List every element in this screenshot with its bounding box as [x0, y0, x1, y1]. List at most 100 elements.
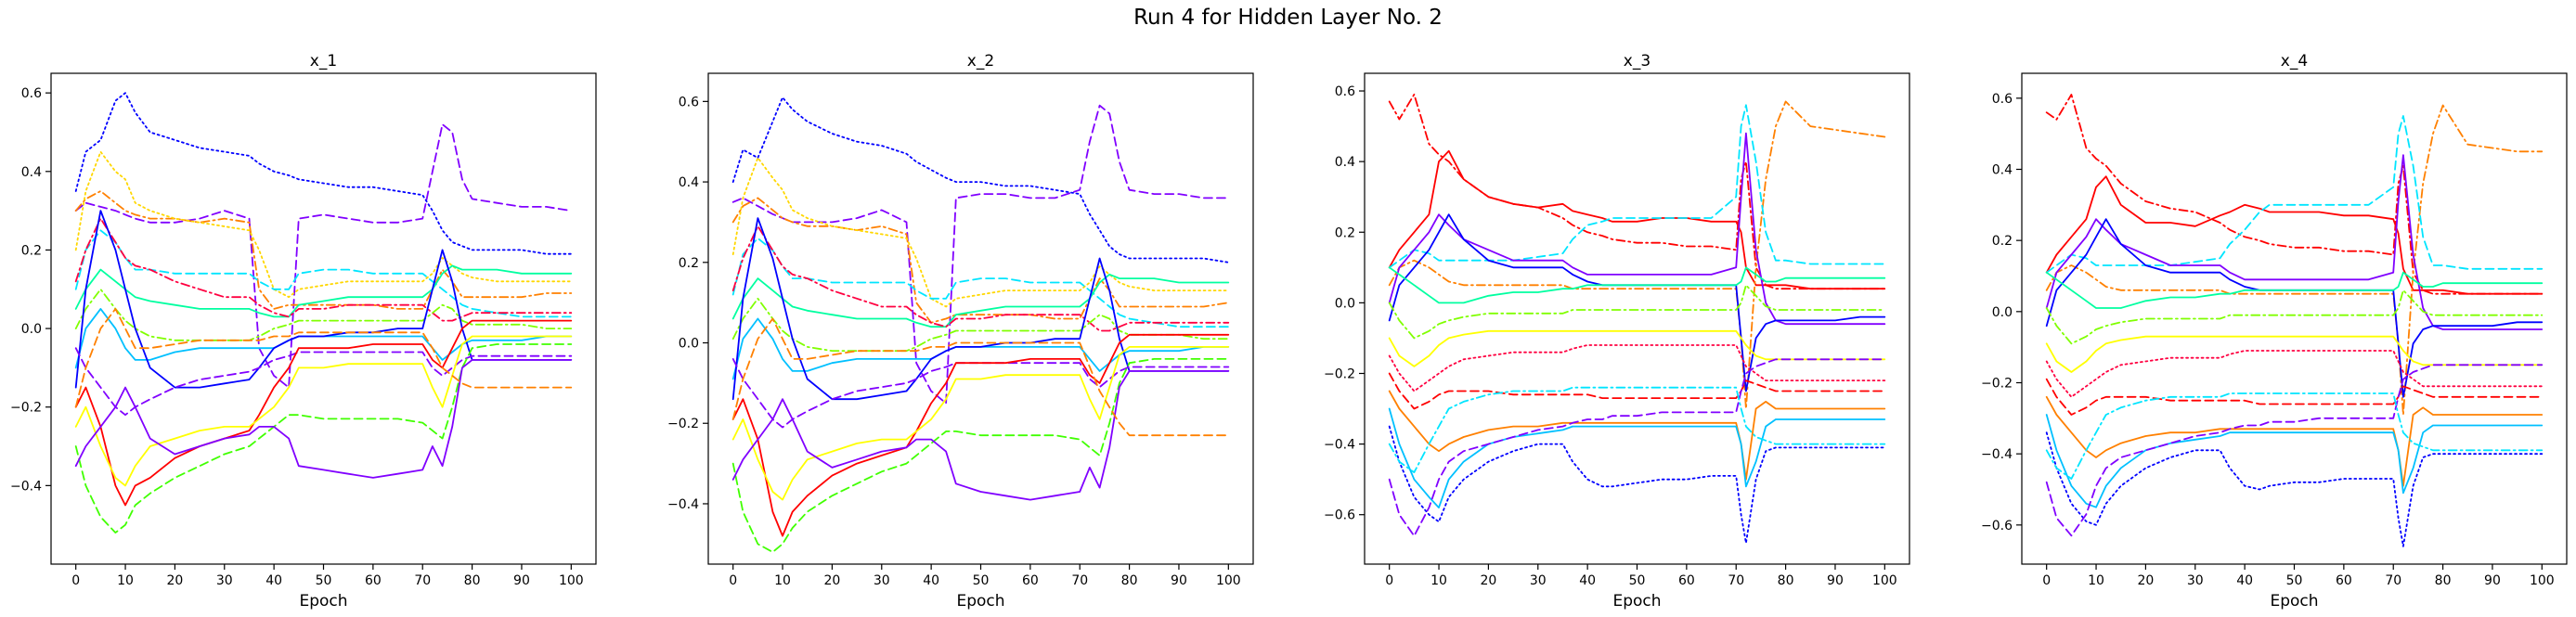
series-line-7 [1388, 266, 1886, 304]
subplot-title: x_4 [2281, 52, 2308, 71]
series-line-2 [731, 96, 1230, 264]
series-line-15 [2045, 364, 2544, 537]
y-tick-label: 0.2 [1335, 225, 1355, 240]
x-tick-label: 70 [414, 573, 431, 588]
series-line-15 [74, 358, 573, 479]
y-tick-label: 0.2 [1992, 234, 2013, 249]
subplot-title: x_2 [967, 52, 994, 71]
series-line-7 [731, 225, 1230, 332]
series-line-1 [731, 104, 1230, 405]
y-tick-label: 0.6 [1335, 84, 1355, 99]
subplot-4: 0 10 20 30 40 50 60 70 80 90 100 −0.6 −0.4 −0.2 0.0 0.2… [1981, 52, 2568, 611]
x-tick-label: 70 [1728, 573, 1744, 588]
series-line-8 [1388, 284, 1886, 340]
series-group [74, 92, 573, 533]
subplot-2: 0 10 20 30 40 50 60 70 80 90 100 −0.4 −0.2 0.0 0.2 0.4 0… [667, 52, 1254, 611]
x-tick-label: 90 [1171, 573, 1187, 588]
x-tick-label: 50 [1629, 573, 1646, 588]
y-tick-label: 0.4 [21, 165, 42, 180]
series-line-1 [1388, 93, 1886, 290]
x-tick-label: 20 [166, 573, 183, 588]
series-line-16 [2045, 392, 2544, 480]
series-line-5 [74, 229, 573, 318]
series-line-1 [2045, 94, 2544, 295]
y-tick-label: −0.6 [1981, 519, 2013, 533]
x-axis-label: Epoch [956, 592, 1004, 611]
y-tick-label: −0.2 [10, 401, 42, 416]
series-line-16 [731, 317, 1230, 437]
x-tick-label: 80 [464, 573, 481, 588]
x-tick-label: 40 [265, 573, 282, 588]
x-tick-label: 60 [365, 573, 382, 588]
y-tick-label: 0.4 [1335, 155, 1355, 170]
x-tick-label: 10 [117, 573, 134, 588]
series-line-3 [74, 190, 573, 310]
x-tick-label: 10 [774, 573, 791, 588]
series-line-8 [731, 297, 1230, 353]
series-line-13 [74, 335, 573, 487]
series-line-2 [74, 92, 573, 255]
x-tick-label: 30 [1530, 573, 1547, 588]
series-line-1 [74, 123, 573, 389]
series-line-5 [2045, 154, 2544, 330]
x-tick-label: 90 [513, 573, 530, 588]
x-tick-label: 10 [2088, 573, 2104, 588]
y-tick-label: −0.4 [1981, 447, 2013, 462]
series-line-10 [1388, 344, 1886, 392]
x-axis-label: Epoch [1612, 592, 1661, 611]
series-line-14 [731, 357, 1230, 553]
y-tick-label: −0.4 [10, 479, 42, 494]
series-line-4 [2045, 115, 2544, 274]
series-line-9 [2045, 335, 2544, 373]
series-line-12 [74, 319, 573, 507]
series-line-4 [74, 150, 573, 299]
x-tick-label: 60 [2336, 573, 2352, 588]
subplot-title: x_1 [310, 52, 337, 71]
series-line-9 [731, 317, 1230, 380]
series-line-10 [74, 210, 573, 389]
series-line-6 [74, 264, 573, 318]
x-tick-label: 70 [2385, 573, 2401, 588]
series-line-2 [2045, 175, 2544, 295]
y-tick-label: 0.0 [679, 337, 699, 352]
series-line-6 [731, 273, 1230, 328]
x-tick-label: 100 [1872, 573, 1897, 588]
series-line-7 [74, 217, 573, 322]
series-line-11 [731, 357, 1230, 429]
series-group [731, 96, 1230, 553]
series-line-10 [2045, 350, 2544, 398]
x-tick-label: 80 [1778, 573, 1794, 588]
x-tick-label: 50 [316, 573, 332, 588]
series-line-11 [1388, 372, 1886, 410]
x-axis-label: Epoch [299, 592, 347, 611]
x-tick-label: 80 [2435, 573, 2452, 588]
series-line-3 [1388, 100, 1886, 410]
x-tick-label: 40 [923, 573, 939, 588]
series-line-5 [1388, 132, 1886, 326]
x-tick-label: 100 [1216, 573, 1241, 588]
x-tick-label: 10 [1430, 573, 1447, 588]
x-tick-label: 80 [1121, 573, 1138, 588]
series-line-12 [731, 333, 1230, 537]
y-tick-label: 0.4 [1992, 163, 2013, 178]
y-tick-label: −0.4 [1324, 438, 1355, 453]
series-line-8 [2045, 289, 2544, 345]
subplot-1: 0 10 20 30 40 50 60 70 80 90 100 −0.4 −0.2 0.0 0.2 0.4 0… [10, 52, 597, 611]
series-line-12 [1388, 390, 1886, 481]
x-tick-label: 0 [729, 573, 737, 588]
series-group [1388, 93, 1886, 545]
series-line-9 [1388, 329, 1886, 367]
series-line-7 [2045, 271, 2544, 309]
series-line-10 [731, 217, 1230, 401]
series-line-15 [1388, 358, 1886, 537]
series-line-11 [2045, 378, 2544, 416]
y-tick-label: 0.0 [1335, 296, 1355, 311]
x-tick-label: 50 [973, 573, 990, 588]
y-tick-label: 0.0 [21, 322, 42, 337]
x-tick-label: 100 [559, 573, 584, 588]
y-tick-label: −0.2 [1324, 366, 1355, 381]
subplot-title: x_3 [1624, 52, 1650, 71]
figure-suptitle: Run 4 for Hidden Layer No. 2 [1133, 6, 1443, 30]
x-tick-label: 60 [1678, 573, 1695, 588]
y-tick-label: −0.2 [667, 417, 699, 431]
